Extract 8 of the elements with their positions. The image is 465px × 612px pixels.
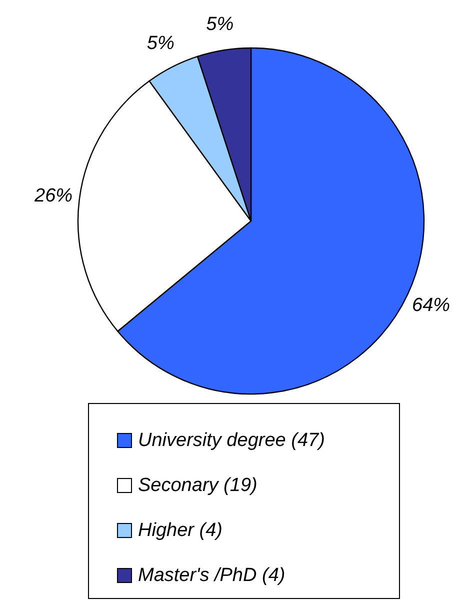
- legend-label: University degree (47): [138, 430, 325, 452]
- data-label: 5%: [146, 33, 174, 54]
- data-label: 26%: [34, 186, 73, 207]
- data-label: 64%: [412, 295, 450, 316]
- legend-label: Higher (4): [138, 520, 222, 542]
- legend-label: Master's /PhD (4): [138, 564, 286, 586]
- data-label: 5%: [206, 14, 234, 35]
- legend-label: Seconary (19): [138, 474, 258, 496]
